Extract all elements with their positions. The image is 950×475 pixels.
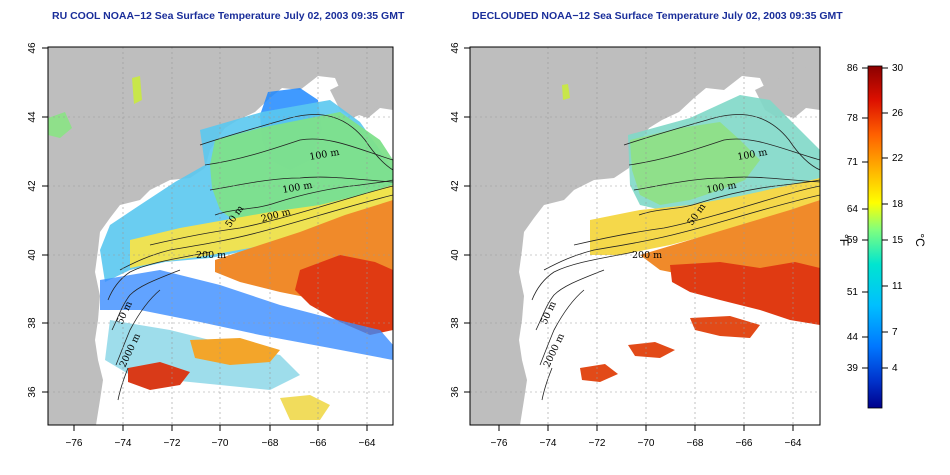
celsius-tick: 22	[892, 153, 904, 164]
y-tick-label: 38	[27, 317, 38, 329]
y-tick-label: 46	[27, 42, 38, 54]
celsius-tick: 18	[892, 199, 904, 210]
grid-lines	[470, 47, 820, 425]
sst-yellow-nw-fleck	[132, 76, 142, 104]
x-tick-label: −66	[736, 438, 753, 449]
sst-blue-cloud-streak	[100, 270, 393, 360]
celsius-tick: 26	[892, 108, 904, 119]
contour-label: 200 m	[196, 250, 226, 261]
y-tick-label: 44	[450, 111, 461, 123]
fahrenheit-tick: 44	[847, 332, 859, 343]
map-frame	[469, 46, 821, 426]
sst-green-nw-fleck	[48, 112, 72, 138]
x-tick-label: −66	[310, 438, 327, 449]
y-tick-label: 42	[450, 180, 461, 192]
x-tick-label: −64	[785, 438, 802, 449]
sst-orange-patch-south	[190, 338, 280, 365]
contour-label: 100 m	[309, 147, 341, 163]
celsius-tick: 15	[892, 235, 904, 246]
x-tick-label: −76	[491, 438, 508, 449]
sst-yellow-slope	[130, 185, 393, 268]
land-mass	[470, 47, 820, 425]
celsius-unit-label: °C	[913, 233, 927, 247]
celsius-tick: 11	[892, 281, 903, 292]
y-tick-label: 40	[450, 249, 461, 261]
colorbar-gradient	[867, 65, 883, 409]
grid-lines	[48, 47, 393, 425]
fahrenheit-tick: 71	[847, 157, 859, 168]
fahrenheit-tick: 39	[847, 363, 859, 374]
sst-red-patch	[628, 342, 675, 358]
y-tick-label: 46	[450, 42, 461, 54]
fahrenheit-tick: 86	[847, 63, 859, 74]
x-tick-label: −68	[262, 438, 279, 449]
y-tick-label: 42	[27, 180, 38, 192]
y-tick-label: 40	[27, 249, 38, 261]
x-tick-label: −70	[638, 438, 655, 449]
y-tick-label: 36	[27, 386, 38, 398]
x-axis-ticks	[464, 47, 794, 431]
sst-red-patch-south	[580, 364, 618, 382]
fahrenheit-tick: 59	[847, 235, 859, 246]
x-tick-label: −74	[115, 438, 132, 449]
sst-red-filament	[690, 316, 760, 338]
fahrenheit-tick: 78	[847, 113, 859, 124]
bathymetry-contours	[531, 114, 820, 401]
right-map-panel: 100 m 100 m 50 m 200 m 50 m 2000 m −76 −…	[450, 42, 821, 449]
x-tick-label: −70	[212, 438, 229, 449]
x-tick-label: −74	[540, 438, 557, 449]
x-tick-label: −68	[687, 438, 704, 449]
x-tick-label: −76	[66, 438, 83, 449]
celsius-tick: 30	[892, 63, 904, 74]
land-nova-scotia	[330, 62, 393, 118]
contour-label: 100 m	[282, 180, 314, 196]
celsius-tick: 4	[892, 363, 898, 374]
right-panel-title: DECLOUDED NOAA−12 Sea Surface Temperatur…	[472, 10, 843, 22]
sst-yellow-nw-fleck	[562, 84, 570, 100]
sst-red-warm-core	[670, 262, 820, 325]
temperature-colorbar: 86 78 71 64 59 51 44 39 30 26 22 18 15 1…	[837, 63, 927, 409]
left-map-panel: 200 m 100 m 100 m 50 m 200 m 50 m 2000 m…	[27, 42, 394, 449]
x-tick-label: −72	[164, 438, 181, 449]
fahrenheit-unit-label: °F	[837, 234, 851, 246]
sst-yellow-patch-se	[280, 395, 330, 420]
contour-label: 100 m	[706, 180, 738, 196]
x-axis-ticks	[42, 47, 368, 431]
x-tick-label: −64	[359, 438, 376, 449]
y-tick-label: 36	[450, 386, 461, 398]
contour-label: 100 m	[737, 147, 769, 163]
sst-yellow-slope	[590, 178, 820, 255]
fahrenheit-tick: 64	[847, 204, 859, 215]
y-tick-label: 38	[450, 317, 461, 329]
contour-label: 200 m	[632, 250, 662, 261]
fahrenheit-tick: 51	[847, 287, 859, 298]
y-tick-label: 44	[27, 111, 38, 123]
sst-red-patch-south	[128, 362, 190, 390]
celsius-tick: 7	[892, 327, 898, 338]
colorbar-ticks	[862, 67, 888, 369]
land-mass	[48, 47, 393, 425]
x-tick-label: −72	[589, 438, 606, 449]
sst-red-warm-core	[295, 255, 393, 335]
left-panel-title: RU COOL NOAA−12 Sea Surface Temperature …	[52, 10, 405, 22]
bathymetry-contours	[107, 114, 393, 401]
